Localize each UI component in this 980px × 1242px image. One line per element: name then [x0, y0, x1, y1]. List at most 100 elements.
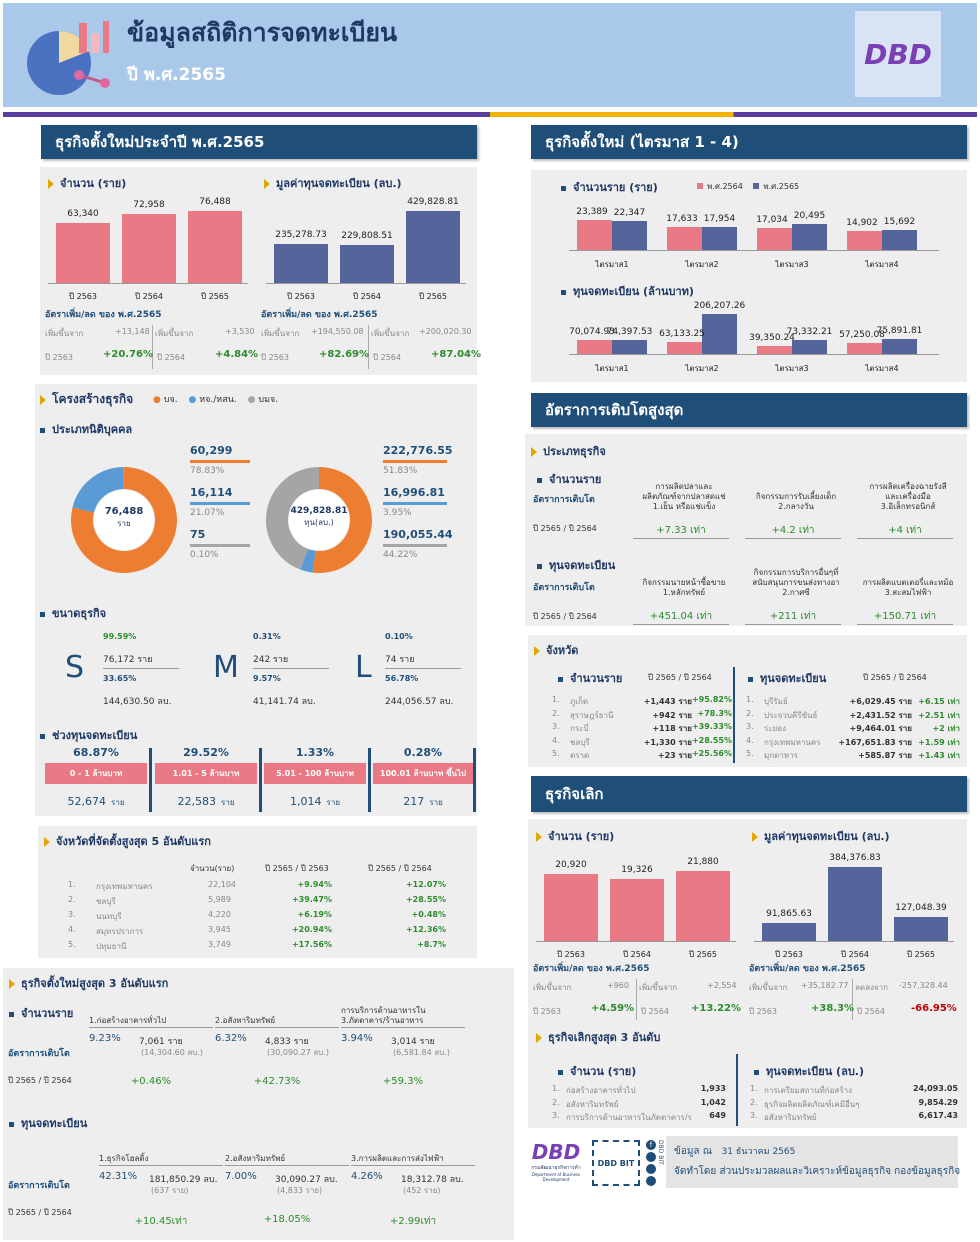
quarter-count-title: จำนวนราย (ราย): [561, 178, 658, 196]
table-row: 2. ชลบุรี 5,989 +39.47% +28.55%: [68, 895, 446, 906]
bar: [828, 867, 882, 941]
quarter-panel: จำนวนราย (ราย) พ.ศ.2564 พ.ศ.2565 23,389 2…: [531, 170, 967, 382]
closed-count-chart: 20,920 ปี 2563 19,326 ปี 2564 21,880 ปี 2565: [528, 845, 746, 961]
bar-2564: [577, 220, 612, 250]
bar-value-label: 91,865.63: [766, 909, 812, 919]
bar-value-label: 74,397.53: [606, 327, 653, 337]
list-item: 4. ชลบุรี +1,330 ราย +28.55%: [552, 735, 732, 747]
top3-capital-title: ทุนจดทะเบียน: [9, 1114, 87, 1132]
bar-value-label: 39,350.24: [749, 333, 795, 343]
growth-province-panel: จังหวัด จำนวนราย ปี 2565 / ปี 2564 ทุนจด…: [528, 635, 967, 767]
x-tick-label: ปี 2565: [201, 292, 229, 301]
count-donut-chart: [71, 467, 177, 573]
structure-legend: ● บจ. ● หจ./หสน. ● บมจ.: [153, 395, 279, 405]
x-tick-label: ปี 2564: [841, 950, 869, 959]
x-tick-label: ปี 2565: [689, 950, 717, 959]
bar: [676, 871, 730, 941]
dbd-footer-logo: DBD กรมพัฒนาธุรกิจการค้า Department of B…: [531, 1140, 581, 1182]
range-item: 1.33% 5.01 - 100 ล้านบาท 1,014 ราย: [264, 746, 366, 809]
structure-panel: โครงสร้างธุรกิจ ● บจ. ● หจ./หสน. ● บมจ. …: [35, 384, 477, 816]
range-item: 0.28% 100.01 ล้านบาท ขึ้นไป 217 ราย: [373, 746, 473, 809]
page-title: ข้อมูลสถิติการจดทะเบียน: [127, 18, 398, 47]
top3-item: 3.การผลิตและการส่งไฟฟ้า 4.26% 18,312.78 ลบ…: [351, 1152, 475, 1242]
bar-value-label: 70,074.93: [569, 327, 615, 337]
bar-2564: [667, 342, 702, 354]
x-tick-label: ไตรมาส1: [595, 364, 629, 373]
growth-biz-title: ประเภทธุรกิจ: [531, 442, 606, 460]
growth-item: กิจกรรมการรับเลี้ยงเด็ก 2.กลางวัน +4.2 เท่…: [737, 480, 849, 540]
bar-value-label: 63,340: [67, 209, 99, 219]
bar-value-label: 17,633: [666, 214, 698, 224]
bar-value-label: 14,902: [846, 218, 878, 228]
entity-title: ประเภทนิติบุคคล: [40, 420, 132, 438]
footer-info: ข้อมูล ณ 31 ธันวาคม 2565 จัดทำโดย ส่วนปร…: [666, 1136, 960, 1188]
x-tick-label: ไตรมาส3: [775, 364, 809, 373]
bar-value-label: 22,347: [613, 208, 646, 218]
capital-donut-center: 429,828.81 ทุน(ลบ.): [290, 506, 348, 527]
bar-2564: [667, 227, 702, 250]
bar-value-label: 127,048.39: [895, 903, 947, 913]
bar: [894, 917, 948, 941]
capital-ranges: 68.87% 0 - 1 ล้านบาท 52,674 ราย 29.52% 1…: [45, 746, 476, 812]
bar: [544, 874, 598, 941]
list-item: 1. บุรีรัมย์ +6,029.45 ราย +6.15 เท่า: [746, 695, 960, 706]
growth-capital-items: กิจกรรมนายหน้าซื้อขาย 1.หลักทรัพย์ +451.04…: [625, 566, 965, 626]
growth-count-items: การผลิตปลาและ ผลิตภัณฑ์จากปลาสดแช่ 1.เย็น …: [625, 480, 965, 540]
chart-graphic-icon: [27, 21, 110, 95]
new-capital-rate-label: อัตราเพิ่ม/ลด ของ พ.ศ.2565: [261, 310, 378, 320]
list-item: 1. ก่อสร้างอาคารทั่วไป 1,933: [552, 1084, 726, 1095]
new-count-rate-label: อัตราเพิ่ม/ลด ของ พ.ศ.2565: [45, 310, 162, 320]
x-axis: [569, 354, 939, 355]
bar-2565: [792, 224, 827, 250]
x-axis: [536, 941, 736, 942]
list-item: 2. ประจวบคีรีขันธ์ +2,431.52 ราย +2.51 เท่า: [746, 708, 960, 720]
bar-value-label: 57,250.08: [839, 330, 885, 340]
range-item: 29.52% 1.01 - 5 ล้านบาท 22,583 ราย: [155, 746, 257, 809]
growth-item: กิจกรรมการบริการอื่นๆที่ สนับสนุนการขนส่ง…: [737, 566, 849, 626]
table-row: 4. สมุทรปราการ 3,945 +20.94% +12.36%: [68, 925, 446, 936]
list-item: 2. อสังหาริมทรัพย์ 1,042: [552, 1097, 726, 1109]
new-count-chart: 63,340 ปี 2563 72,958 ปี 2564 76,488 ปี 2565: [40, 193, 258, 303]
top3-count-items: 1.ก่อสร้างอาคารทั่วไป 9.23% 7,061 ราย (14,3…: [89, 1004, 509, 1094]
page-subtitle: ปี พ.ศ.2565: [127, 65, 226, 85]
size-large: L 0.10% 74 ราย 56.78% 244,056.57 ลบ.: [355, 630, 475, 710]
x-tick-label: ปี 2563: [557, 950, 585, 959]
bar-value-label: 206,207.26: [693, 301, 746, 311]
structure-title: โครงสร้างธุรกิจ: [40, 390, 133, 409]
top3-item: 2.อสังหาริมทรัพย์ 7.00% 30,090.27 ลบ. (4,83…: [225, 1152, 349, 1242]
closed-count-changes: เพิ่มขึ้นจาก +960 เพิ่มขึ้นจาก +2,554 ปี…: [533, 979, 745, 1023]
bar-value-label: 229,808.51: [341, 231, 393, 241]
donut-hole: [94, 490, 154, 550]
x-tick-label: ปี 2564: [623, 950, 651, 959]
bar-value-label: 19,326: [621, 865, 653, 875]
bar-value-label: 384,376.83: [829, 853, 881, 863]
quarter-capital-title: ทุนจดทะเบียน (ล้านบาท): [561, 282, 694, 300]
bar-2564: [847, 231, 882, 250]
new-capital-title: มูลค่าทุนจดทะเบียน (ลบ.): [264, 174, 402, 192]
youtube-icon[interactable]: [646, 1176, 656, 1186]
x-axis: [266, 283, 466, 284]
list-item: 3. ระยอง +9,464.01 ราย +2 เท่า: [746, 722, 960, 733]
x-axis: [569, 250, 939, 251]
bar-value-label: 17,954: [703, 214, 736, 224]
line-icon[interactable]: [646, 1152, 656, 1162]
closed-capital-changes: เพิ่มขึ้นจาก +35,182.77 ลดลงจาก -257,328…: [749, 979, 961, 1023]
dbd-logo: DBD: [855, 11, 941, 97]
facebook-icon[interactable]: f: [646, 1140, 656, 1150]
x-tick-label: ปี 2564: [135, 292, 163, 301]
social-icons: f: [646, 1140, 662, 1186]
growth-item: การผลิตปลาและ ผลิตภัณฑ์จากปลาสดแช่ 1.เย็น …: [625, 480, 737, 540]
bar-2565: [702, 227, 737, 250]
range-item: 68.87% 0 - 1 ล้านบาท 52,674 ราย: [45, 746, 147, 809]
list-item: 2. ธุรกิจผลิตผลิตภัณฑ์เคมีอื่นๆ 9,854.29: [750, 1097, 958, 1109]
x-tick-label: ปี 2565: [419, 292, 447, 301]
bar: [610, 879, 664, 941]
bar-2564: [757, 346, 792, 354]
bit-logo: DBD BIT: [592, 1140, 640, 1186]
x-tick-label: ไตรมาส2: [685, 364, 719, 373]
twitter-icon[interactable]: [646, 1164, 656, 1174]
bar-value-label: 15,692: [883, 217, 916, 227]
x-tick-label: ปี 2565: [907, 950, 935, 959]
new-count-changes: เพิ่มขึ้นจาก +13,148 เพิ่มขึ้นจาก +3,530…: [45, 325, 258, 369]
new-count-title: จำนวน (ราย): [48, 174, 126, 192]
